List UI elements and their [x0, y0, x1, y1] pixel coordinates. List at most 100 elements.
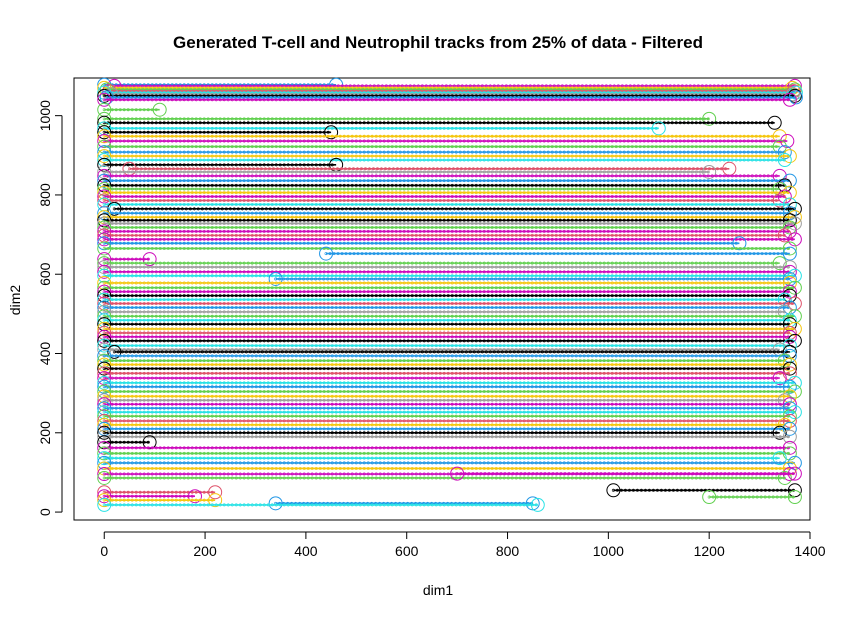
track-end-marker	[208, 493, 223, 508]
track-end-marker	[782, 260, 797, 275]
track-end-marker	[772, 193, 787, 208]
track-series	[97, 325, 797, 340]
track-points	[102, 222, 794, 225]
track-series	[97, 260, 797, 275]
track-end-marker	[782, 421, 797, 436]
track-start-marker	[97, 446, 112, 461]
track-points	[102, 187, 778, 191]
series-layer	[97, 77, 803, 512]
track-points	[102, 414, 790, 418]
track-series	[97, 241, 797, 256]
track-start-marker	[97, 232, 112, 247]
track-series	[97, 393, 792, 408]
track-points	[102, 410, 794, 414]
track-points	[102, 359, 786, 363]
track-end-marker	[777, 470, 792, 485]
track-series	[97, 92, 797, 107]
track-points	[102, 150, 786, 154]
track-points	[102, 423, 786, 427]
track-points	[102, 191, 790, 195]
track-points	[102, 218, 790, 222]
track-series	[97, 353, 792, 368]
track-points	[102, 390, 794, 394]
track-end-marker	[777, 304, 792, 319]
track-points	[102, 199, 778, 202]
x-tick-label: 600	[395, 543, 419, 559]
track-series	[97, 409, 797, 424]
track-series	[97, 280, 802, 295]
track-series	[99, 82, 802, 97]
track-end-marker	[787, 216, 802, 231]
track-points	[105, 95, 797, 99]
y-axis-label: dim2	[7, 285, 23, 316]
track-series	[97, 252, 157, 267]
track-series	[97, 111, 717, 126]
track-points	[102, 126, 658, 130]
track-start-marker	[97, 149, 112, 164]
track-start-marker	[97, 260, 112, 275]
track-start-marker	[97, 425, 112, 440]
track-points	[102, 306, 790, 309]
track-points	[127, 167, 727, 171]
track-series	[97, 357, 797, 372]
track-series	[97, 129, 787, 144]
track-end-marker	[777, 153, 792, 168]
track-end-marker	[782, 389, 797, 404]
track-end-marker	[787, 321, 802, 336]
track-points	[102, 376, 778, 380]
track-series	[97, 321, 802, 336]
track-start-marker	[97, 92, 112, 107]
track-points	[102, 158, 786, 162]
track-points	[102, 476, 786, 480]
track-points	[102, 456, 778, 460]
track-points	[102, 237, 794, 241]
track-points	[102, 163, 334, 167]
track-series	[97, 206, 797, 221]
track-end-marker	[782, 224, 797, 239]
track-end-marker	[782, 92, 797, 107]
track-series	[97, 397, 797, 412]
track-start-marker	[97, 241, 112, 256]
track-start-marker	[97, 333, 112, 348]
track-series	[97, 497, 545, 512]
track-series	[97, 139, 787, 154]
track-points	[112, 84, 796, 88]
track-series	[97, 284, 797, 299]
track-series	[268, 496, 540, 511]
track-end-marker	[767, 115, 782, 130]
track-end-marker	[525, 496, 540, 511]
track-start-marker	[107, 201, 122, 216]
track-points	[102, 467, 790, 470]
track-series	[97, 421, 797, 436]
track-series	[97, 333, 802, 348]
track-points	[102, 229, 790, 233]
track-series	[450, 466, 802, 481]
x-axis: 0 200 400 600 800 1000 1200 1400	[100, 531, 826, 559]
track-points	[102, 286, 794, 290]
track-points	[102, 440, 150, 444]
track-series	[97, 213, 797, 228]
track-series	[97, 342, 787, 357]
track-series	[97, 153, 792, 168]
track-start-marker	[268, 496, 283, 511]
track-series	[122, 161, 737, 176]
track-series	[97, 149, 797, 164]
track-points	[102, 183, 786, 187]
track-points	[102, 98, 790, 102]
track-points	[102, 265, 790, 269]
track-start-marker	[107, 344, 122, 359]
track-points	[102, 170, 710, 174]
track-end-marker	[788, 90, 803, 105]
track-end-marker	[187, 489, 202, 504]
track-points	[102, 310, 786, 314]
track-series	[97, 304, 792, 319]
y-tick-label: 200	[37, 421, 53, 445]
track-end-marker	[772, 425, 787, 440]
track-end-marker	[651, 121, 666, 136]
track-end-marker	[782, 440, 797, 455]
track-series	[97, 228, 792, 243]
track-points	[110, 92, 794, 96]
track-points	[102, 335, 790, 339]
track-start-marker	[702, 490, 717, 505]
